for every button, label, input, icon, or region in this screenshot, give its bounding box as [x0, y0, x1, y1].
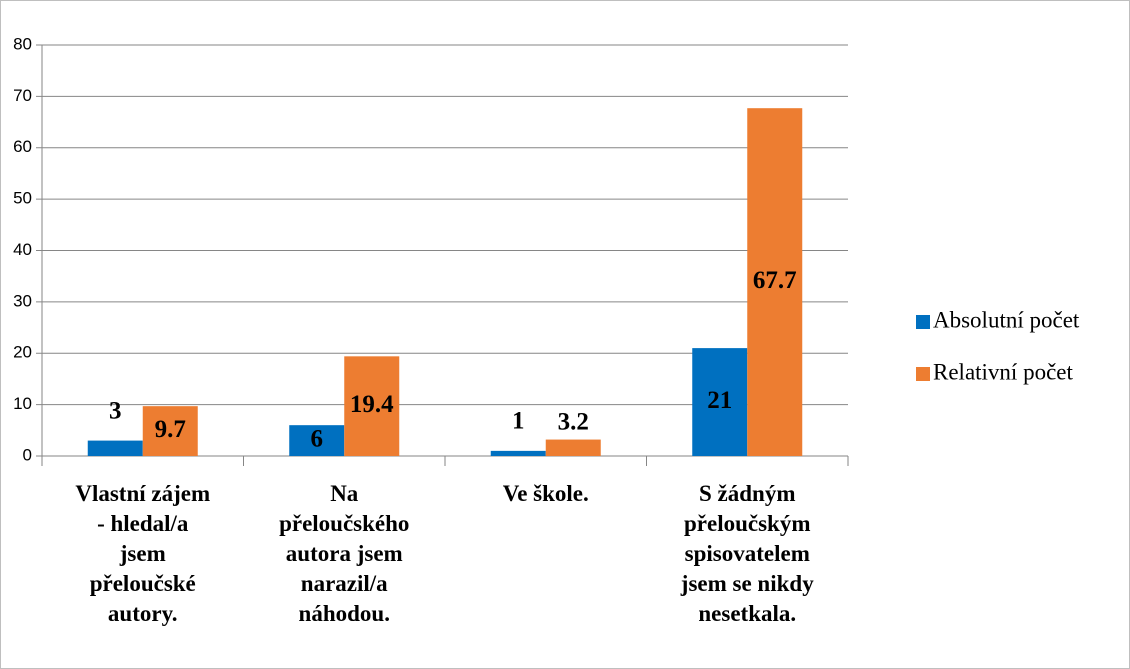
x-tick-label-line: autora jsem [286, 541, 403, 566]
x-tick-label-line: Na [330, 481, 359, 506]
x-tick-label-line: autory. [108, 601, 178, 626]
data-label: 9.7 [155, 416, 186, 443]
y-tick-label: 50 [13, 189, 32, 208]
y-tick-label: 40 [13, 240, 32, 259]
y-tick-label: 0 [23, 445, 32, 464]
bar [344, 356, 400, 456]
y-tick-label: 60 [13, 137, 32, 156]
bar [545, 439, 601, 456]
data-label: 67.7 [753, 267, 797, 294]
bar [289, 425, 345, 456]
bar [142, 406, 198, 456]
x-tick-label: Ve škole. [503, 481, 589, 506]
x-tick-label-line: přeloučským [684, 511, 811, 536]
x-tick-label-line: spisovatelem [685, 541, 810, 566]
legend-swatch [916, 315, 930, 329]
y-tick-label: 30 [13, 291, 32, 310]
x-tick-label-line: přeloučského [279, 511, 409, 536]
y-tick-label: 80 [13, 34, 32, 53]
bar [87, 440, 143, 456]
legend-label: Absolutní počet [933, 307, 1080, 332]
y-tick-label: 10 [13, 394, 32, 413]
data-label: 1 [512, 408, 525, 435]
legend-swatch [916, 367, 930, 381]
bar [692, 348, 748, 456]
x-tick-label-line: jsem [119, 541, 166, 566]
legend-label: Relativní počet [933, 359, 1073, 384]
x-tick-label-line: jsem se nikdy [680, 571, 814, 596]
x-tick-label: Vlastní zájem - hledal/a jsem přeloučské aut… [75, 481, 210, 626]
x-tick-label-line: nesetkala. [698, 601, 796, 626]
x-tick-label-line: - hledal/a [97, 511, 189, 536]
y-tick-label: 20 [13, 343, 32, 362]
data-label: 3.2 [558, 408, 589, 435]
bar [747, 108, 803, 456]
x-tick-label: S žádným přeloučským spisovatelem jsem se n… [680, 481, 814, 626]
x-tick-label: Na přeloučského autora jsem narazil/a náhodo… [279, 481, 409, 626]
y-tick-label: 70 [13, 86, 32, 105]
data-label: 21 [707, 387, 732, 414]
x-tick-label-line: narazil/a [301, 571, 388, 596]
data-label: 19.4 [350, 391, 394, 418]
bar [490, 450, 546, 456]
x-tick-label-line: S žádným [699, 481, 796, 506]
data-label: 3 [109, 397, 122, 424]
x-tick-label-line: náhodou. [299, 601, 390, 626]
data-label: 6 [311, 425, 324, 452]
x-tick-label-line: přeloučské [90, 571, 196, 596]
x-tick-label-line: Vlastní zájem [75, 481, 210, 506]
x-tick-label-line: Ve škole. [503, 481, 589, 506]
